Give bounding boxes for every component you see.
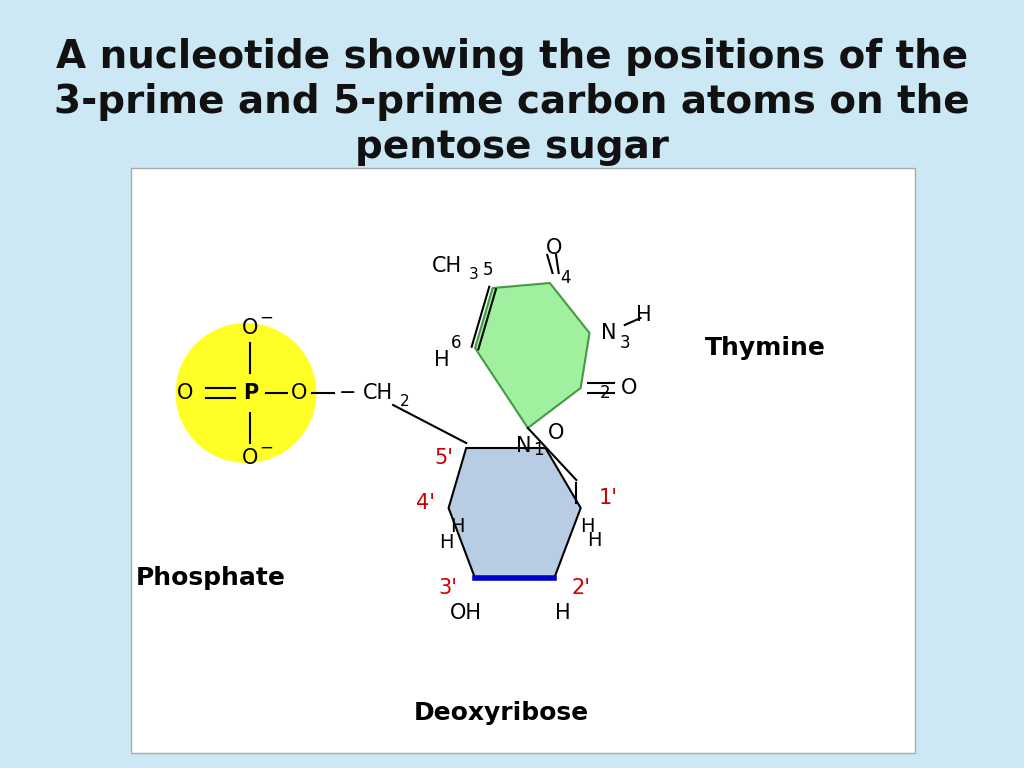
Text: 3': 3' [438,578,458,598]
Text: CH: CH [432,256,462,276]
Text: H: H [555,603,571,623]
Text: 2: 2 [600,384,610,402]
Text: O: O [243,448,259,468]
Text: H: H [451,517,465,535]
Text: 3: 3 [620,334,630,352]
Text: 5': 5' [434,448,453,468]
Text: 2': 2' [571,578,591,598]
Text: O: O [291,383,307,403]
Text: Deoxyribose: Deoxyribose [414,701,589,725]
Text: −: − [339,383,356,403]
Text: 3-prime and 5-prime carbon atoms on the: 3-prime and 5-prime carbon atoms on the [54,83,970,121]
Text: H: H [587,531,601,551]
Text: O: O [621,378,637,398]
Ellipse shape [175,323,316,463]
Polygon shape [475,283,590,428]
Text: CH: CH [364,383,393,403]
Text: H: H [439,532,454,551]
Text: OH: OH [451,603,482,623]
Text: P: P [243,383,258,403]
Text: N: N [601,323,616,343]
Text: H: H [434,350,450,370]
Text: H: H [581,517,595,535]
Text: 1: 1 [534,441,544,459]
Text: Thymine: Thymine [706,336,826,360]
Text: 2: 2 [399,393,410,409]
Text: O: O [243,318,259,338]
Text: H: H [636,305,652,325]
Text: 5: 5 [483,261,494,279]
Text: 6: 6 [451,334,461,352]
Text: O: O [548,423,564,443]
Text: pentose sugar: pentose sugar [355,128,669,166]
Text: −: − [259,439,273,457]
Text: A nucleotide showing the positions of the: A nucleotide showing the positions of th… [56,38,968,76]
Text: 4: 4 [560,269,571,287]
FancyBboxPatch shape [131,168,915,753]
Polygon shape [449,448,581,578]
Text: −: − [259,309,273,327]
Text: O: O [177,383,194,403]
Text: 3: 3 [468,266,478,282]
Text: 4': 4' [417,493,435,513]
Text: Phosphate: Phosphate [136,566,286,590]
Text: O: O [546,238,562,258]
Text: N: N [516,436,531,456]
Text: 1': 1' [598,488,617,508]
